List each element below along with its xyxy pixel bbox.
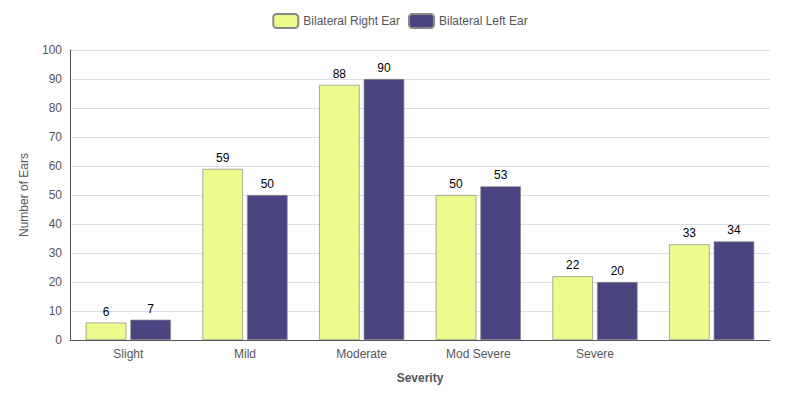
svg-text:7: 7 — [147, 302, 154, 316]
svg-text:22: 22 — [566, 258, 580, 272]
svg-text:Bilateral Left Ear: Bilateral Left Ear — [439, 14, 528, 28]
svg-text:Number of Ears: Number of Ears — [17, 153, 31, 237]
svg-text:6: 6 — [103, 305, 110, 319]
svg-text:40: 40 — [49, 217, 63, 231]
svg-text:100: 100 — [42, 43, 62, 57]
svg-text:59: 59 — [216, 151, 230, 165]
svg-text:Mod Severe: Mod Severe — [446, 347, 511, 361]
svg-text:70: 70 — [49, 130, 63, 144]
svg-text:90: 90 — [377, 61, 391, 75]
svg-text:88: 88 — [333, 67, 347, 81]
svg-text:Bilateral Right Ear: Bilateral Right Ear — [303, 14, 400, 28]
svg-text:Severity: Severity — [397, 371, 444, 385]
svg-text:30: 30 — [49, 246, 63, 260]
svg-text:33: 33 — [683, 226, 697, 240]
svg-text:20: 20 — [611, 264, 625, 278]
svg-text:80: 80 — [49, 101, 63, 115]
svg-text:20: 20 — [49, 275, 63, 289]
svg-text:34: 34 — [727, 223, 741, 237]
svg-text:Severe: Severe — [576, 347, 614, 361]
svg-text:60: 60 — [49, 159, 63, 173]
svg-text:10: 10 — [49, 304, 63, 318]
svg-text:Mild: Mild — [234, 347, 256, 361]
svg-text:50: 50 — [49, 188, 63, 202]
svg-text:53: 53 — [494, 168, 508, 182]
svg-text:50: 50 — [449, 177, 463, 191]
svg-text:50: 50 — [261, 177, 275, 191]
svg-text:Slight: Slight — [113, 347, 144, 361]
svg-text:90: 90 — [49, 72, 63, 86]
svg-text:Moderate: Moderate — [336, 347, 387, 361]
svg-text:0: 0 — [55, 333, 62, 347]
